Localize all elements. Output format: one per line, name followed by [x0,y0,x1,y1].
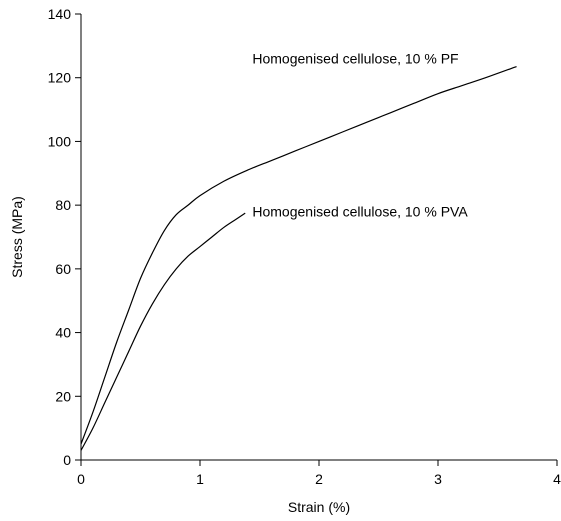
x-axis-title: Strain (%) [288,499,350,515]
series-line-1 [80,65,517,445]
x-tick-label: 4 [553,471,561,487]
y-tick-label: 0 [63,452,71,468]
series-line-2 [80,212,246,451]
x-tick-label: 0 [77,471,85,487]
y-axis-title: Stress (MPa) [9,196,25,278]
tick-marks [75,13,558,466]
series-group [80,65,517,451]
y-tick-label: 100 [48,133,72,149]
y-tick-label: 80 [55,197,71,213]
series-label-1: Homogenised cellulose, 10 % PF [252,50,458,66]
y-tick-label: 40 [55,325,71,341]
x-tick-label: 3 [434,471,442,487]
y-tick-label: 120 [48,70,72,86]
x-tick-label: 1 [196,471,204,487]
axes [80,14,557,461]
x-tick-label: 2 [315,471,323,487]
y-tick-label: 20 [55,388,71,404]
y-tick-label: 60 [55,261,71,277]
series-labels: Homogenised cellulose, 10 % PF Homogenise… [252,50,468,219]
series-label-2: Homogenised cellulose, 10 % PVA [252,203,468,219]
y-tick-label: 140 [48,6,72,22]
tick-labels: 0 20 40 60 80 100 120 140 0 1 2 3 4 [48,6,561,487]
